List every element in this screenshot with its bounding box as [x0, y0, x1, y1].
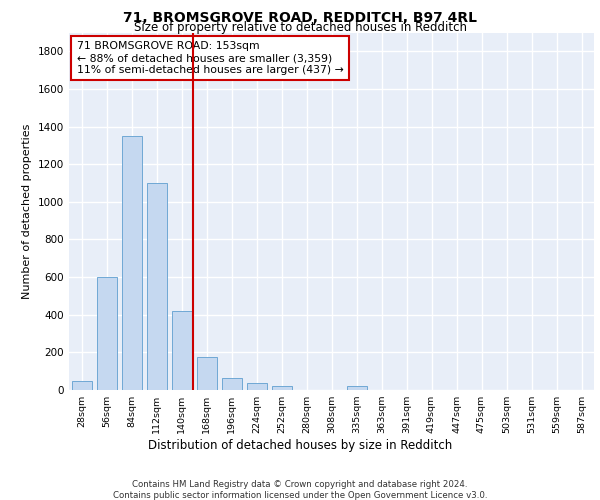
Bar — [271, 386, 292, 390]
Bar — [121, 136, 142, 390]
Text: Distribution of detached houses by size in Redditch: Distribution of detached houses by size … — [148, 440, 452, 452]
Text: Size of property relative to detached houses in Redditch: Size of property relative to detached ho… — [133, 22, 467, 35]
Bar — [221, 378, 241, 390]
Bar — [97, 277, 116, 390]
Bar — [347, 386, 367, 390]
Y-axis label: Number of detached properties: Number of detached properties — [22, 124, 32, 299]
Text: 71, BROMSGROVE ROAD, REDDITCH, B97 4RL: 71, BROMSGROVE ROAD, REDDITCH, B97 4RL — [123, 11, 477, 25]
Bar — [146, 183, 167, 390]
Bar — [247, 384, 266, 390]
Bar — [197, 357, 217, 390]
Text: 71 BROMSGROVE ROAD: 153sqm
← 88% of detached houses are smaller (3,359)
11% of s: 71 BROMSGROVE ROAD: 153sqm ← 88% of deta… — [77, 42, 344, 74]
Text: Contains HM Land Registry data © Crown copyright and database right 2024.
Contai: Contains HM Land Registry data © Crown c… — [113, 480, 487, 500]
Bar — [172, 311, 191, 390]
Bar — [71, 380, 91, 390]
